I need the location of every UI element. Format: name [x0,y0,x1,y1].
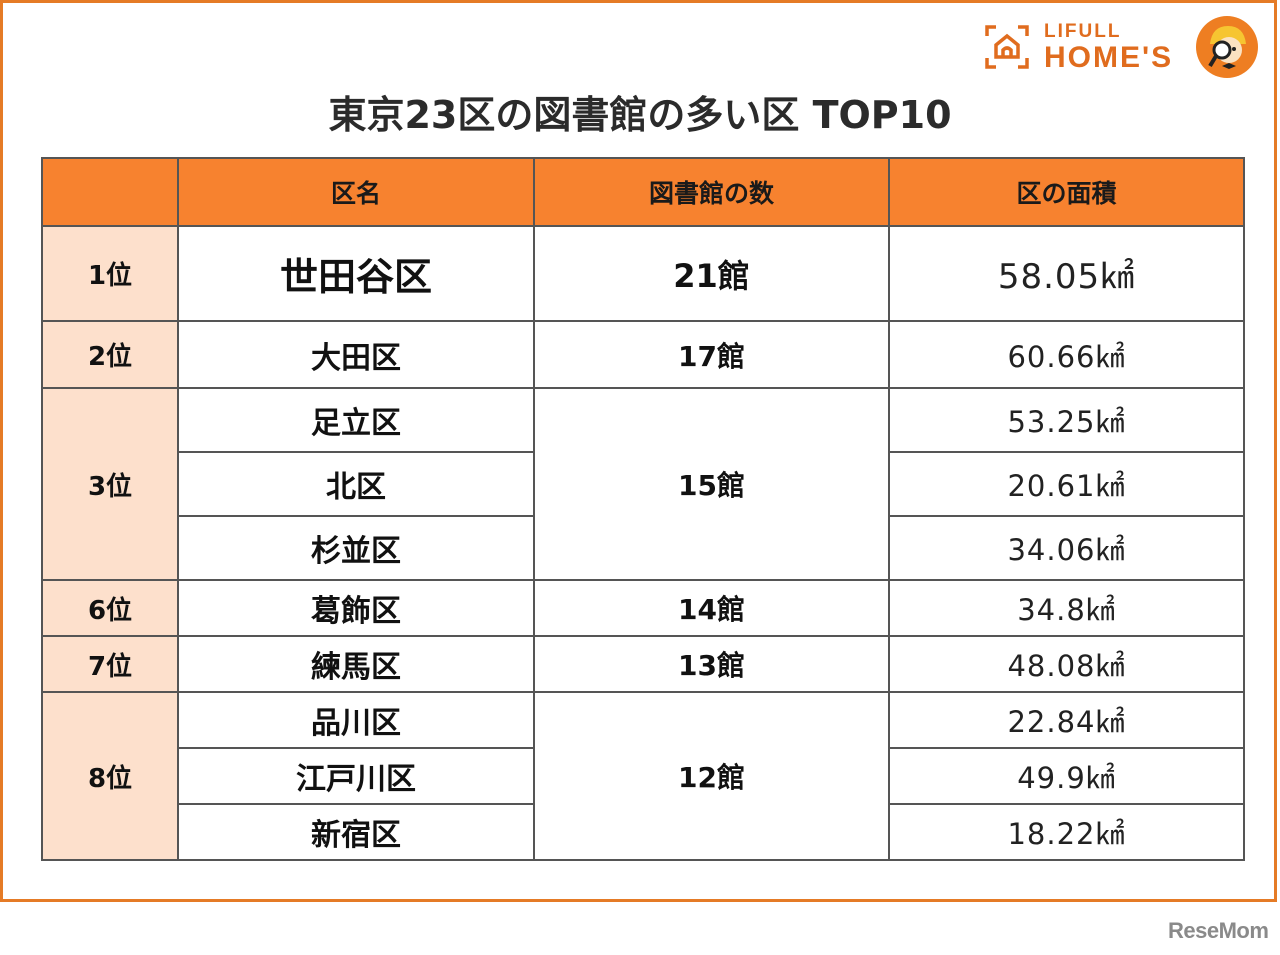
table-row: 新宿区 18.22㎢ [42,803,1245,861]
lifull-homes-logo: LIFULL HOME'S [984,16,1264,80]
table-header-row: 区名 図書館の数 区の面積 [41,157,1245,227]
area-cell: 18.22㎢ [888,803,1245,861]
area-cell: 58.05㎢ [888,225,1245,322]
table-row: 北区 20.61㎢ [42,451,1245,517]
house-logo-icon [985,25,1029,69]
rank-cell: 8位 [41,691,179,861]
table-row: 7位 練馬区 13館 48.08㎢ [41,635,1245,693]
library-ranking-table: 区名 図書館の数 区の面積 1位 世田谷区 21館 58.05㎢ 2位 大田区 … [41,157,1245,861]
area-cell: 60.66㎢ [888,320,1245,389]
page-title: 東京23区の図書館の多い区 TOP10 [328,93,952,137]
ward-cell: 練馬区 [177,635,535,693]
rank-cell: 7位 [41,635,179,693]
table-row: 2位 大田区 17館 60.66㎢ [41,320,1245,389]
table-row: 1位 世田谷区 21館 58.05㎢ [41,225,1245,322]
table-row: 杉並区 34.06㎢ [42,515,1245,581]
ward-cell: 足立区 [177,387,535,453]
library-count-cell: 21館 [533,225,890,322]
logo-line1: LIFULL [1044,21,1122,42]
area-cell: 53.25㎢ [888,387,1245,453]
area-cell: 34.8㎢ [888,579,1245,637]
ward-cell: 杉並区 [177,515,535,581]
ward-cell: 世田谷区 [177,225,535,322]
library-count-cell: 14館 [533,579,890,637]
library-count-cell: 12館 [533,691,890,861]
header-area: 区の面積 [888,157,1245,227]
area-cell: 49.9㎢ [888,747,1245,805]
rank-cell: 2位 [41,320,179,389]
table-row: 8位 品川区 12館 22.84㎢ [41,691,1245,861]
library-count-cell: 13館 [533,635,890,693]
logo-line2: HOME'S [1044,41,1174,74]
table-row: 3位 足立区 15館 53.25㎢ [41,387,1245,581]
header-rank [41,157,179,227]
table-row: 江戸川区 49.9㎢ [42,747,1245,805]
table-row: 6位 葛飾区 14館 34.8㎢ [41,579,1245,637]
ward-cell: 葛飾区 [177,579,535,637]
ward-cell: 品川区 [177,691,535,749]
library-count-cell: 17館 [533,320,890,389]
library-count-cell: 15館 [533,387,890,581]
header-libraries: 図書館の数 [533,157,890,227]
header-ward: 区名 [177,157,535,227]
rank-cell: 6位 [41,579,179,637]
rank-cell: 1位 [41,225,179,322]
area-cell: 20.61㎢ [888,451,1245,517]
area-cell: 48.08㎢ [888,635,1245,693]
resemom-watermark: ReseMom [1168,918,1269,943]
ward-cell: 江戸川区 [177,747,535,805]
mascot-avatar-icon [1196,16,1258,78]
ward-cell: 新宿区 [177,803,535,861]
area-cell: 34.06㎢ [888,515,1245,581]
area-cell: 22.84㎢ [888,691,1245,749]
ward-cell: 北区 [177,451,535,517]
ward-cell: 大田区 [177,320,535,389]
rank-cell: 3位 [41,387,179,581]
